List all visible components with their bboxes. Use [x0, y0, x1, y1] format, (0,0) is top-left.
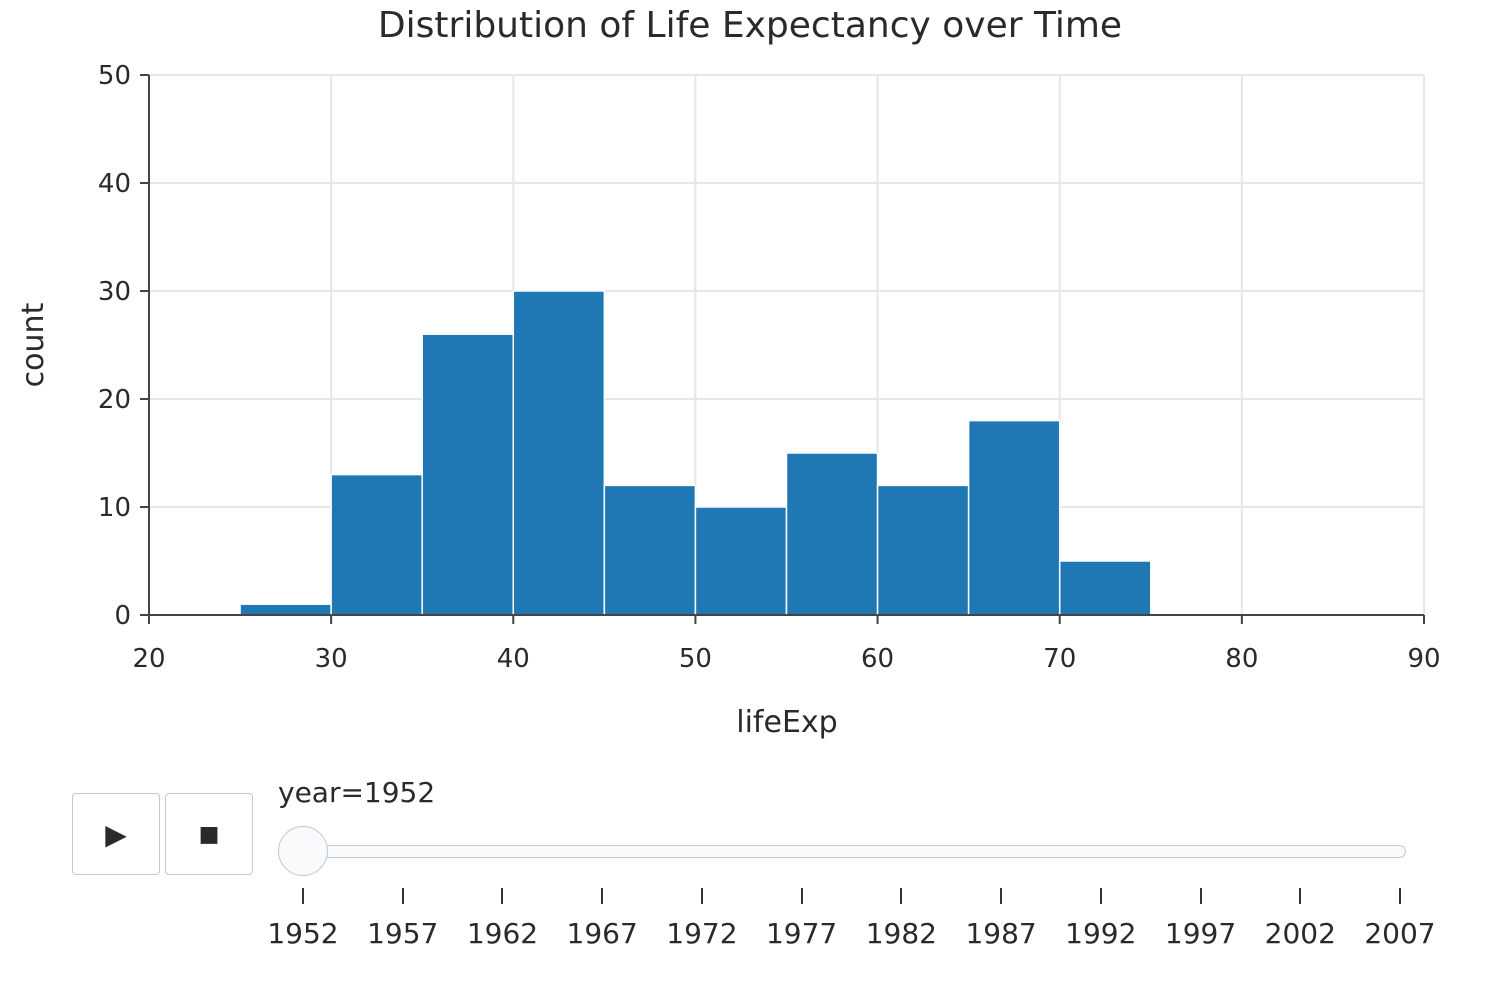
- slider-tick: [1000, 888, 1003, 904]
- histogram-bar[interactable]: [694, 506, 788, 616]
- slider-tick: [1099, 888, 1102, 904]
- histogram-bar[interactable]: [1058, 560, 1152, 616]
- slider-step-label[interactable]: 2002: [1264, 917, 1336, 950]
- slider-tick: [401, 888, 404, 904]
- slider-tick: [900, 888, 903, 904]
- histogram-bar[interactable]: [512, 290, 606, 616]
- slider-tick: [302, 888, 304, 904]
- slider-step-label[interactable]: 2007: [1364, 917, 1436, 950]
- x-tick-label: 70: [1043, 644, 1076, 674]
- stop-button[interactable]: ■: [165, 793, 253, 875]
- x-tick-label: 20: [132, 644, 165, 674]
- y-axis-title: count: [16, 302, 51, 387]
- play-button[interactable]: ▶: [72, 793, 160, 875]
- slider-step-label[interactable]: 1957: [367, 917, 439, 950]
- x-axis-title: lifeExp: [736, 705, 837, 740]
- slider-tick: [700, 888, 703, 904]
- slider-tick: [601, 888, 604, 904]
- slider-step-label[interactable]: 1972: [666, 917, 738, 950]
- x-tick-label: 50: [679, 644, 712, 674]
- y-tick-label: 20: [98, 385, 131, 415]
- x-tick-label: 90: [1407, 644, 1440, 674]
- slider-tick: [1199, 888, 1202, 904]
- x-tick-label: 40: [497, 644, 530, 674]
- histogram-bar[interactable]: [603, 484, 697, 616]
- histogram-bar[interactable]: [421, 333, 515, 616]
- histogram-bar[interactable]: [876, 484, 970, 616]
- slider-step-label[interactable]: 1987: [965, 917, 1037, 950]
- slider-step-label[interactable]: 1967: [566, 917, 638, 950]
- slider-step-label[interactable]: 1977: [765, 917, 838, 950]
- histogram-bar[interactable]: [785, 452, 879, 616]
- slider-tick: [1399, 888, 1401, 904]
- grid-lines: [149, 74, 1425, 615]
- year-slider-handle[interactable]: [278, 826, 328, 876]
- y-tick-label: 50: [98, 61, 131, 91]
- y-tick-label: 0: [114, 601, 131, 631]
- slider-tick: [1299, 888, 1302, 904]
- year-slider-track[interactable]: [290, 845, 1406, 858]
- play-icon: ▶: [105, 817, 127, 851]
- histogram-bar[interactable]: [330, 473, 423, 616]
- y-tick-label: 40: [98, 169, 131, 199]
- slider-step-label[interactable]: 1992: [1065, 917, 1137, 950]
- histogram-chart: Distribution of Life Expectancy over Tim…: [16, 5, 1441, 740]
- chart-title: Distribution of Life Expectancy over Tim…: [378, 5, 1122, 46]
- slider-step-label[interactable]: 1997: [1164, 917, 1237, 950]
- x-tick-label: 30: [315, 644, 348, 674]
- stop-icon: ■: [198, 821, 220, 847]
- y-tick-label: 30: [98, 277, 131, 307]
- histogram-bar[interactable]: [967, 419, 1061, 616]
- slider-step-label[interactable]: 1952: [267, 917, 339, 950]
- y-tick-label: 10: [98, 493, 131, 523]
- slider-tick: [501, 888, 504, 904]
- slider-tick: [800, 888, 803, 904]
- slider-step-label[interactable]: 1962: [466, 917, 539, 950]
- slider-step-label[interactable]: 1982: [865, 917, 937, 950]
- x-tick-label: 80: [1225, 644, 1258, 674]
- x-tick-label: 60: [861, 644, 894, 674]
- slider-current-value: year=1952: [278, 776, 436, 809]
- axes: 20 30 40 50 60 70 80 90 0 10 20 30 40 50: [98, 61, 1441, 674]
- histogram-bar[interactable]: [239, 603, 332, 616]
- histogram-bars: [239, 290, 1152, 616]
